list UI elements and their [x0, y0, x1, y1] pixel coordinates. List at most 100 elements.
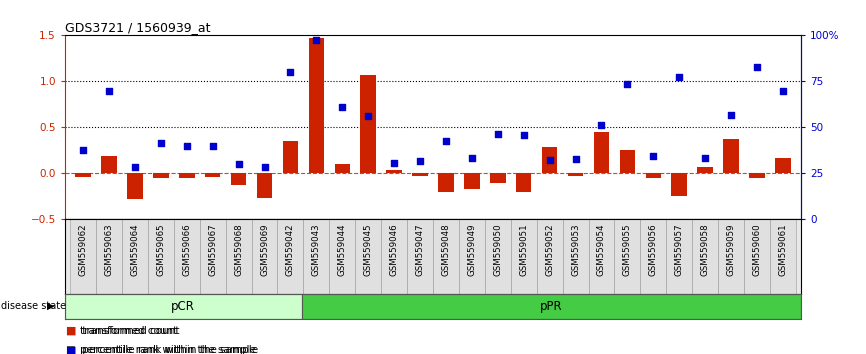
Bar [301, 294, 801, 319]
Bar [127, 173, 143, 199]
Text: ▶: ▶ [47, 301, 55, 311]
Point [776, 88, 790, 93]
Bar [256, 173, 272, 198]
Bar [386, 170, 402, 173]
Point [672, 74, 686, 80]
Bar [308, 38, 324, 173]
Text: GSM559064: GSM559064 [131, 223, 139, 276]
Bar [563, 219, 589, 294]
Text: GSM559051: GSM559051 [520, 223, 528, 276]
Text: GSM559062: GSM559062 [79, 223, 87, 276]
Point [646, 153, 660, 159]
Point [154, 140, 168, 146]
Text: GSM559049: GSM559049 [468, 223, 476, 276]
Text: transformed count: transformed count [80, 326, 177, 336]
Bar [723, 139, 739, 173]
Point [309, 37, 323, 43]
Text: pPR: pPR [540, 300, 563, 313]
Text: ■: ■ [66, 346, 76, 354]
Text: GSM559053: GSM559053 [571, 223, 580, 276]
Text: GSM559056: GSM559056 [649, 223, 658, 276]
Text: GSM559058: GSM559058 [701, 223, 709, 276]
Bar [231, 173, 247, 185]
Text: GSM559044: GSM559044 [338, 223, 346, 276]
Bar [671, 173, 687, 196]
Text: GSM559043: GSM559043 [312, 223, 321, 276]
Text: GSM559069: GSM559069 [260, 223, 269, 276]
Bar [516, 173, 532, 192]
Bar [459, 219, 485, 294]
Point [257, 164, 271, 170]
Bar [381, 219, 407, 294]
Point [724, 112, 738, 118]
Text: GSM559047: GSM559047 [416, 223, 424, 276]
Bar [179, 173, 195, 178]
Point [543, 157, 557, 162]
Point [206, 143, 220, 149]
Point [335, 104, 349, 110]
Text: ■  percentile rank within the sample: ■ percentile rank within the sample [66, 346, 258, 354]
Text: GSM559048: GSM559048 [442, 223, 450, 276]
Bar [101, 156, 117, 173]
Text: GSM559061: GSM559061 [779, 223, 787, 276]
Bar [749, 173, 765, 178]
Bar [153, 173, 169, 178]
Point [595, 122, 609, 127]
Bar [75, 173, 91, 177]
Bar [70, 219, 96, 294]
Point [180, 143, 194, 149]
Bar [360, 75, 376, 173]
Bar [490, 173, 506, 183]
Bar [718, 219, 744, 294]
Text: GSM559052: GSM559052 [545, 223, 554, 276]
Bar [619, 150, 635, 173]
Bar [303, 219, 329, 294]
Text: GSM559063: GSM559063 [105, 223, 113, 276]
Bar [334, 164, 350, 173]
Point [387, 160, 401, 166]
Bar [282, 141, 298, 173]
Bar [542, 147, 558, 173]
Bar [645, 173, 661, 178]
Point [283, 69, 297, 75]
Bar [594, 132, 610, 173]
Text: GSM559066: GSM559066 [182, 223, 191, 276]
Text: GSM559057: GSM559057 [675, 223, 684, 276]
Bar [200, 219, 226, 294]
Text: GDS3721 / 1560939_at: GDS3721 / 1560939_at [65, 21, 210, 34]
Point [620, 81, 634, 87]
Bar [692, 219, 718, 294]
Text: pCR: pCR [171, 300, 195, 313]
Bar [65, 294, 301, 319]
Bar [511, 219, 537, 294]
Bar [412, 173, 428, 176]
Bar [537, 219, 563, 294]
Point [413, 159, 427, 164]
Bar [589, 219, 615, 294]
Point [517, 132, 531, 138]
Text: disease state: disease state [1, 301, 66, 311]
Point [569, 156, 583, 161]
Bar [329, 219, 355, 294]
Point [465, 155, 479, 161]
Text: GSM559068: GSM559068 [234, 223, 243, 276]
Text: GSM559060: GSM559060 [753, 223, 761, 276]
Text: GSM559054: GSM559054 [597, 223, 606, 276]
Point [102, 88, 116, 93]
Text: GSM559055: GSM559055 [623, 223, 632, 276]
Text: percentile rank within the sample: percentile rank within the sample [80, 346, 255, 354]
Point [232, 161, 246, 167]
Bar [148, 219, 174, 294]
Text: GSM559067: GSM559067 [208, 223, 217, 276]
Text: GSM559050: GSM559050 [494, 223, 502, 276]
Point [128, 164, 142, 170]
Point [76, 147, 90, 152]
Point [361, 114, 375, 119]
Text: ■  transformed count: ■ transformed count [66, 326, 179, 336]
Bar [438, 173, 454, 192]
Bar [697, 167, 713, 173]
Point [750, 64, 764, 69]
Bar [433, 219, 459, 294]
Bar [464, 173, 480, 189]
Point [491, 131, 505, 137]
